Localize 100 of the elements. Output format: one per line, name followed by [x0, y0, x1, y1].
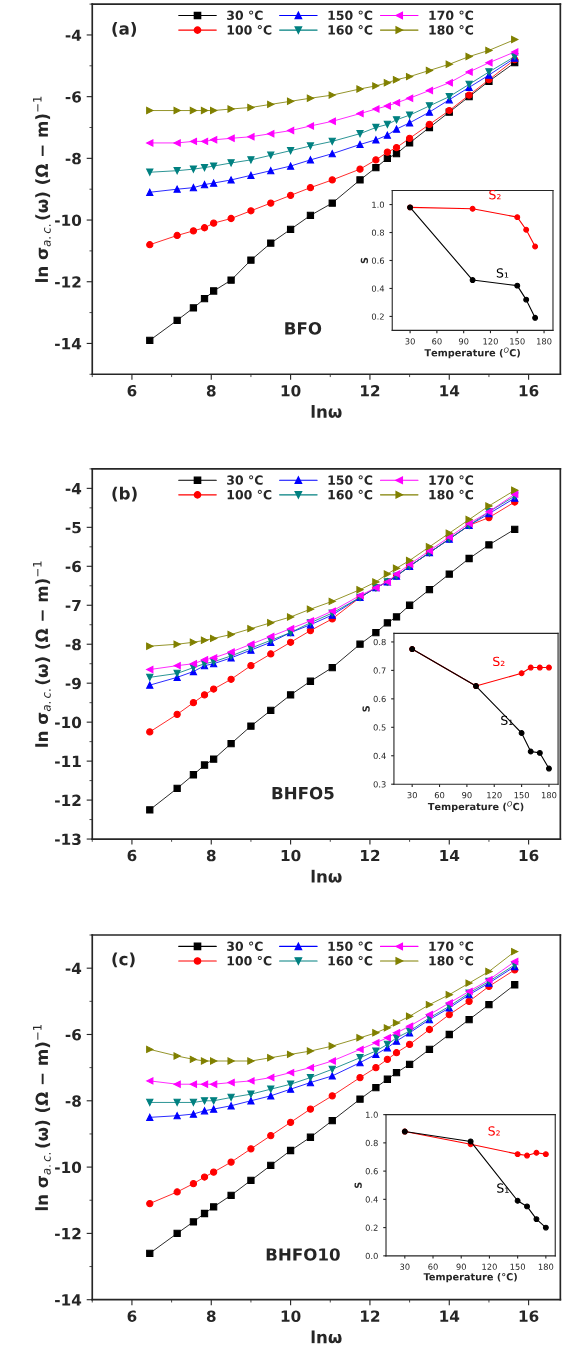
y-tick-label: 0.6	[371, 257, 385, 264]
y-axis-title: ln σ$_{a.c.}$(ω) (Ω − m)$^{−1}$	[33, 561, 51, 747]
y-tick-label: 0.7	[373, 667, 386, 674]
y-tick-label: -12	[55, 794, 81, 806]
y-axis-title: S	[354, 1182, 362, 1189]
series-label: S₁	[496, 268, 509, 278]
y-tick-label: -6	[65, 560, 82, 573]
y-axis-title: ln σ$_{a.c.}$(ω) (Ω − m)$^{−1}$	[33, 1024, 51, 1211]
y-tick-label: -8	[65, 638, 81, 651]
x-tick-label: 150	[514, 792, 529, 799]
x-axis-title: lnω	[311, 405, 342, 418]
legend-label: 180 °C	[429, 489, 474, 500]
legend-label: 160 °C	[328, 25, 373, 35]
legend-label: 170 °C	[429, 10, 474, 21]
x-tick-label: 60	[434, 792, 445, 799]
x-tick-label: 120	[482, 1263, 497, 1270]
legend-label: 160 °C	[328, 489, 373, 500]
y-tick-label: -4	[65, 962, 82, 974]
series-label: S₁	[497, 1183, 509, 1193]
x-tick-label: 150	[510, 1263, 526, 1270]
y-tick-label: 0.8	[371, 229, 385, 236]
y-tick-label: 1.0	[372, 201, 385, 208]
annotation: BHFO5	[272, 786, 334, 800]
y-tick-label: 0.4	[373, 752, 386, 760]
x-axis-title: Temperature ($^{O}$C)	[427, 801, 524, 813]
x-tick-label: 14	[440, 849, 460, 862]
legend-label: 150 °C	[328, 941, 373, 951]
y-tick-label: 1.0	[366, 1111, 378, 1118]
x-tick-label: 6	[127, 849, 137, 862]
y-tick-label: -8	[65, 152, 81, 165]
legend-label: 30 °C	[227, 10, 263, 21]
x-tick-label: 90	[456, 1263, 466, 1270]
annotation: BHFO10	[266, 1248, 340, 1261]
x-tick-label: 14	[440, 1310, 460, 1322]
x-tick-label: 6	[127, 384, 137, 397]
x-tick-label: 30	[407, 792, 417, 799]
y-tick-label: 0.3	[373, 781, 386, 788]
legend-label: 180 °C	[429, 25, 474, 35]
y-tick-label: 0.8	[373, 638, 386, 646]
x-tick-label: 180	[541, 792, 557, 799]
y-tick-label: -6	[65, 91, 82, 103]
x-tick-label: 16	[519, 849, 539, 862]
y-tick-label: -14	[55, 1294, 82, 1306]
legend-label: 150 °C	[328, 475, 373, 485]
y-tick-label: -10	[55, 1161, 82, 1174]
x-tick-label: 10	[281, 849, 301, 862]
annotation: BFO	[285, 322, 322, 335]
y-tick-label: 0.2	[371, 313, 384, 320]
y-tick-label: -10	[55, 214, 82, 227]
y-tick-label: 0.5	[373, 724, 386, 731]
y-tick-label: -13	[55, 833, 81, 846]
x-tick-label: 12	[361, 849, 380, 862]
x-axis-title: Temperature (°C)	[423, 1272, 517, 1283]
legend-label: 30 °C	[227, 475, 263, 485]
x-tick-label: 90	[458, 338, 469, 345]
y-tick-label: 0.8	[365, 1139, 378, 1147]
x-tick-label: 60	[432, 338, 442, 345]
x-tick-label: 90	[462, 792, 472, 799]
annotation: (a)	[112, 21, 137, 37]
x-tick-label: 120	[487, 792, 502, 799]
x-tick-label: 60	[428, 1263, 438, 1270]
legend-label: 170 °C	[429, 475, 474, 485]
x-tick-label: 150	[510, 338, 525, 345]
y-axis-title: ln σ$_{a.c.}$(ω) (Ω − m)$^{−1}$	[33, 96, 51, 282]
legend-label: 100 °C	[227, 25, 272, 35]
series-label: S₂	[488, 1126, 500, 1136]
y-tick-label: -4	[65, 483, 82, 495]
y-tick-label: -8	[65, 1095, 81, 1107]
y-tick-label: 0.0	[365, 1252, 378, 1260]
x-tick-label: 16	[519, 1310, 539, 1322]
series-label: S₂	[489, 189, 501, 200]
legend-label: 150 °C	[328, 10, 373, 21]
x-tick-label: 6	[127, 1310, 137, 1322]
legend-label: 100 °C	[227, 489, 272, 500]
x-tick-label: 30	[400, 1263, 410, 1270]
annotation: (b)	[112, 486, 137, 502]
y-tick-label: -9	[65, 677, 81, 690]
x-axis-title: Temperature ($^{O}$C)	[424, 347, 520, 359]
x-tick-label: 30	[405, 338, 415, 345]
y-tick-label: -7	[65, 599, 81, 612]
x-tick-label: 10	[281, 1310, 301, 1322]
y-axis-title: S	[360, 257, 369, 264]
x-tick-label: 8	[206, 1310, 216, 1322]
y-tick-label: -5	[65, 522, 81, 534]
y-tick-label: -11	[55, 755, 81, 767]
y-tick-label: -12	[55, 1227, 81, 1240]
x-axis-title: lnω	[311, 1330, 342, 1344]
x-tick-label: 12	[361, 384, 380, 397]
x-tick-label: 10	[281, 384, 301, 397]
y-tick-label: -6	[65, 1028, 82, 1041]
annotation: (c)	[112, 952, 135, 968]
x-tick-label: 120	[483, 338, 498, 345]
y-tick-label: 0.6	[365, 1168, 378, 1175]
y-tick-label: 0.2	[365, 1224, 378, 1231]
series-label: S₂	[493, 656, 505, 667]
x-tick-label: 8	[206, 849, 216, 862]
y-tick-label: -12	[55, 276, 81, 288]
legend-label: 160 °C	[328, 956, 373, 966]
x-tick-label: 14	[440, 385, 460, 397]
x-tick-label: 180	[537, 338, 552, 345]
